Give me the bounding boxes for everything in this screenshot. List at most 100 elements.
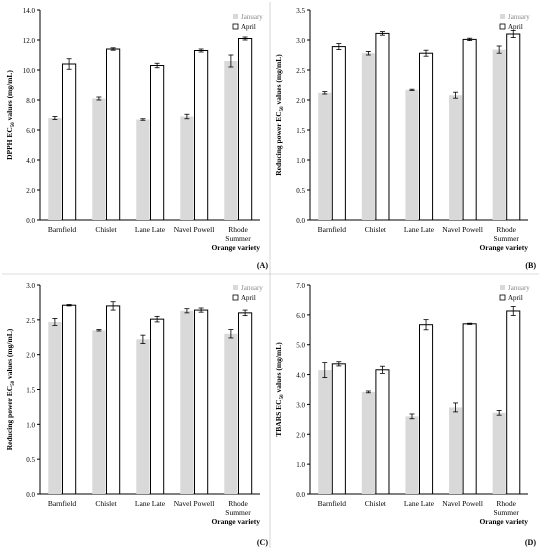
category-label: Barnfield [48,499,77,508]
y-tick-label: 0.5 [26,456,35,464]
legend-swatch-january [500,285,505,290]
bar-april [375,369,390,495]
bar-january [492,49,506,220]
bar-april [194,50,209,221]
bar-april [62,304,77,495]
y-tick-label: 7.0 [296,282,305,290]
panel-b: 0.0 0.5 1.0 1.5 2.0 2.5 3.0 3.5 Reducing power E… [274,7,536,270]
panel-d: 0.0 1.0 2.0 3.0 4.0 5.0 6.0 7.0 TBARS EC50 value… [274,282,536,547]
panel-c: 0.0 0.5 1.0 1.5 2.0 2.5 3.0 Reducing power EC50… [5,282,268,547]
y-tick-label: 14.0 [23,7,36,15]
bar-april [150,65,165,221]
y-tick-label: 12.0 [23,37,36,45]
bar-january [180,116,194,220]
bar-april [419,324,434,495]
x-axis-title: Orange variety [479,517,528,526]
bar-april [62,63,77,221]
legend-label-april: April [241,294,256,302]
y-tick-label: 2.5 [296,67,305,75]
y-tick-label: 6.0 [26,127,35,135]
bar-april [331,46,346,221]
y-tick-label: 2.0 [296,97,305,105]
category-label: Chislet [365,499,387,508]
category-label: Summer [493,234,519,243]
bar-january [318,92,332,220]
legend-label-april: April [508,23,523,31]
legend-swatch-april [232,294,239,301]
y-tick-label: 3.0 [26,282,35,290]
legend-label-january: January [241,284,263,292]
category-label: Rhode [496,499,516,508]
bar-january [492,412,506,494]
y-axis-title: Reducing power EC50 values (mg/mL) [274,54,285,176]
category-label: Barnfield [318,225,347,234]
bar-january [405,89,419,220]
legend-label-april: April [241,23,256,31]
bar-january [361,53,375,221]
y-tick-label: 1.5 [296,127,305,135]
bar-april [375,32,390,221]
bar-april [106,48,121,221]
y-axis-title: DPPH EC50 values (mg/mL) [5,70,16,160]
y-tick-label: 1.5 [26,387,35,395]
category-label: Navel Powell [174,499,215,508]
legend-swatch-april [499,23,506,30]
y-tick-label: 0.0 [26,491,35,499]
category-label: Lane Late [135,499,166,508]
panel-label: (C) [257,538,268,547]
bar-january [92,98,106,220]
bar-april [238,38,253,221]
y-tick-label: 0.0 [296,491,305,499]
category-label: Lane Late [135,225,166,234]
y-tick-label: 1.0 [296,157,305,165]
panel-a: 0.0 2.0 4.0 6.0 8.0 10.0 12.0 14.0 DPPH EC50 val… [5,7,268,270]
legend-swatch-january [233,14,238,19]
y-tick-label: 2.0 [26,187,35,195]
category-label: Rhode [496,225,516,234]
bar-january [48,118,62,220]
category-label: Chislet [365,225,387,234]
category-label: Chislet [95,225,117,234]
bar-january [48,321,62,494]
category-label: Summer [225,508,251,517]
y-tick-label: 0.5 [296,187,305,195]
x-axis-title: Orange variety [211,517,260,526]
bar-january [449,407,463,494]
bar-april [194,309,209,495]
bar-january [136,339,150,494]
bar-january [92,330,106,494]
category-label: Navel Powell [174,225,215,234]
category-label: Navel Powell [442,225,483,234]
y-axis-title: Reducing power EC50 values (mg/mL) [5,328,16,450]
bar-april [331,363,346,495]
bar-april [238,312,253,495]
bar-january [136,119,150,220]
legend-label-april: April [508,294,523,302]
bar-january [318,370,332,494]
y-tick-label: 5.0 [296,342,305,350]
y-tick-label: 0.0 [296,217,305,225]
bar-january [405,416,419,494]
bar-january [224,61,238,220]
y-tick-label: 3.0 [296,37,305,45]
x-axis-title: Orange variety [211,243,260,252]
panel-label: (D) [525,538,536,547]
y-tick-label: 1.0 [296,461,305,469]
y-tick-label: 3.0 [296,401,305,409]
y-axis-title: TBARS EC50 values (mg/mL) [274,342,285,437]
y-tick-label: 4.0 [26,157,35,165]
legend-swatch-january [233,285,238,290]
category-label: Rhode [228,499,248,508]
y-tick-label: 2.0 [26,352,35,360]
panel-label: (B) [525,261,536,270]
bar-january [449,95,463,220]
panel-label: (A) [257,261,268,270]
bar-january [224,333,238,494]
y-tick-label: 6.0 [296,312,305,320]
category-label: Summer [225,234,251,243]
category-label: Barnfield [318,499,347,508]
category-label: Lane Late [404,225,435,234]
bar-january [361,391,375,494]
y-tick-label: 3.5 [296,7,305,15]
